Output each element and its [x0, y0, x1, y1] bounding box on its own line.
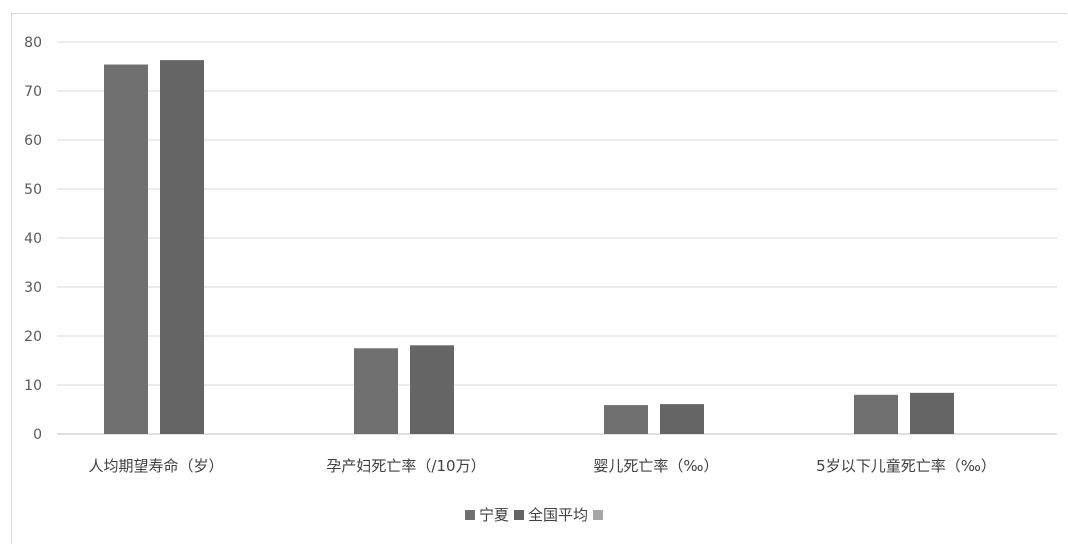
y-tick-label: 40 [24, 231, 42, 247]
bar [660, 404, 704, 434]
bar [104, 64, 148, 434]
y-tick-label: 60 [24, 133, 42, 149]
x-category-label: 5岁以下儿童死亡率（‰） [816, 457, 996, 475]
legend-swatch [465, 510, 475, 520]
gridlines [57, 41, 1057, 435]
bars [104, 60, 954, 434]
bar [160, 60, 204, 434]
x-category-label: 孕产妇死亡率（/10万） [326, 457, 485, 475]
legend-swatch [514, 510, 524, 520]
y-tick-label: 0 [33, 427, 42, 443]
legend-label: 宁夏 [479, 506, 509, 524]
y-tick-label: 80 [24, 35, 42, 51]
y-axis: 0 10 20 30 40 50 60 70 80 [24, 35, 42, 443]
y-tick-label: 30 [24, 280, 42, 296]
x-category-label: 婴儿死亡率（‰） [593, 457, 718, 475]
y-tick-label: 50 [24, 182, 42, 198]
bar [854, 394, 898, 434]
bar [604, 405, 648, 434]
x-axis: 人均期望寿命（岁） 孕产妇死亡率（/10万） 婴儿死亡率（‰） 5岁以下儿童死亡率（‰… [88, 457, 995, 475]
x-category-label: 人均期望寿命（岁） [88, 457, 223, 475]
legend-swatch [593, 510, 603, 520]
legend: 宁夏 全国平均 [465, 506, 603, 524]
y-tick-label: 70 [24, 84, 42, 100]
y-tick-label: 10 [24, 378, 42, 394]
y-tick-label: 20 [24, 329, 42, 345]
legend-label: 全国平均 [528, 506, 588, 524]
bar [410, 345, 454, 434]
bar [910, 392, 954, 434]
bar [354, 348, 398, 434]
chart-frame [11, 13, 1067, 544]
